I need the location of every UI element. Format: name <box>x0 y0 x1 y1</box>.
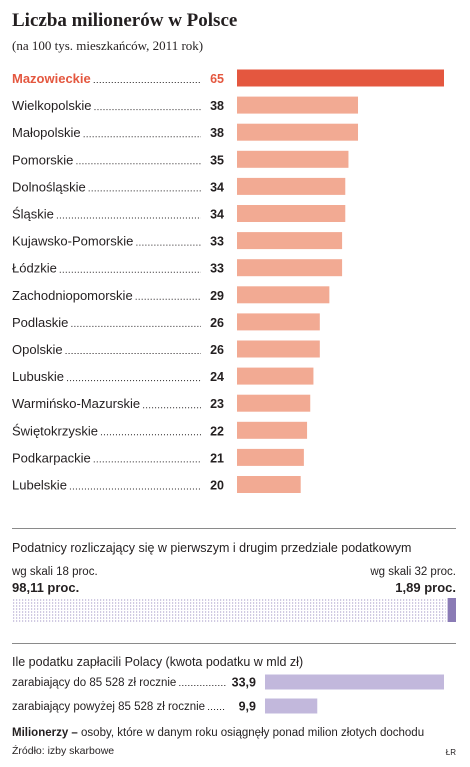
bar <box>237 394 311 412</box>
category-label: Opolskie <box>12 342 63 357</box>
chart-title: Liczba milionerów w Polsce <box>12 10 238 31</box>
category-label: Wielkopolskie <box>12 98 91 113</box>
bar <box>237 232 343 250</box>
bar <box>237 259 343 277</box>
author-initials: ŁR <box>445 748 456 757</box>
bar <box>237 150 349 168</box>
tax-bar <box>265 674 444 690</box>
definition-text: osoby, które w danym roku osiągnęły pona… <box>77 727 425 739</box>
section-divider <box>12 528 456 529</box>
bar <box>237 286 330 304</box>
tax-amount-title: Ile podatku zapłacili Polacy (kwota poda… <box>12 655 304 669</box>
bar <box>237 448 304 466</box>
value-label: 26 <box>210 343 224 357</box>
bar <box>237 205 346 222</box>
category-label: Dolnośląskie <box>12 179 86 194</box>
tax-category-label: zarabiający powyżej 85 528 zł rocznie <box>12 701 205 713</box>
category-label: Podkarpackie <box>12 450 91 465</box>
value-label: 38 <box>210 126 224 140</box>
value-label: 65 <box>210 72 224 86</box>
tax-bar <box>265 698 318 714</box>
section-divider <box>12 643 456 644</box>
tax-32-value: 1,89 proc. <box>395 580 456 595</box>
value-label: 24 <box>210 370 224 384</box>
bar <box>237 177 346 195</box>
category-label: Pomorskie <box>12 152 73 167</box>
millionaires-bar-chart: Mazowieckie 65 Wielkopolskie 38 Małopolskie 3… <box>12 69 444 493</box>
value-label: 34 <box>210 208 224 222</box>
category-label: Zachodniopomorskie <box>12 288 133 303</box>
bar <box>237 476 301 493</box>
bar <box>237 421 308 439</box>
category-label: Warmińsko-Mazurskie <box>12 396 140 411</box>
tax-18-value: 98,11 proc. <box>12 580 80 595</box>
value-label: 35 <box>210 153 224 167</box>
value-label: 33 <box>210 262 224 276</box>
tax-brackets-title: Podatnicy rozliczający się w pierwszym i… <box>12 541 412 555</box>
bar <box>237 96 359 114</box>
value-label: 34 <box>210 180 224 194</box>
bar-32-percent <box>447 598 456 622</box>
chart-subtitle: (na 100 tys. mieszkańców, 2011 rok) <box>12 38 204 53</box>
category-label: Podlaskie <box>12 315 68 330</box>
value-label: 21 <box>210 451 224 465</box>
value-label: 20 <box>210 479 224 493</box>
value-label: 29 <box>210 289 224 303</box>
value-label: 26 <box>210 316 224 330</box>
tax-18-label: wg skali 18 proc. <box>12 566 98 578</box>
tax-brackets-bar <box>13 598 456 622</box>
bar <box>237 340 320 358</box>
category-label: Łódzkie <box>12 261 57 276</box>
bar <box>237 123 359 141</box>
value-label: 33 <box>210 235 224 249</box>
category-label: Mazowieckie <box>12 71 91 86</box>
category-label: Lubelskie <box>12 478 67 493</box>
category-label: Lubuskie <box>12 369 64 384</box>
tax-value-label: 33,9 <box>232 676 256 690</box>
tax-category-label: zarabiający do 85 528 zł rocznie <box>12 677 176 689</box>
category-label: Świętokrzyskie <box>12 423 98 438</box>
bar <box>237 313 320 331</box>
source-note: Źródło: izby skarbowe <box>12 745 115 757</box>
category-label: Śląskie <box>12 207 54 222</box>
bar <box>237 69 444 87</box>
bar <box>237 367 314 385</box>
value-label: 22 <box>210 424 224 438</box>
definition-term: Milionerzy – <box>12 727 78 739</box>
value-label: 38 <box>210 99 224 113</box>
tax-amount-bar-chart: zarabiający do 85 528 zł rocznie 33,9 zara… <box>12 674 444 714</box>
tax-32-label: wg skali 32 proc. <box>370 566 456 578</box>
tax-value-label: 9,9 <box>239 700 256 714</box>
category-label: Małopolskie <box>12 125 81 140</box>
bar-18-percent <box>13 599 446 622</box>
definition-note: Milionerzy – osoby, które w danym roku o… <box>12 727 424 739</box>
category-label: Kujawsko-Pomorskie <box>12 234 133 249</box>
value-label: 23 <box>210 397 224 411</box>
